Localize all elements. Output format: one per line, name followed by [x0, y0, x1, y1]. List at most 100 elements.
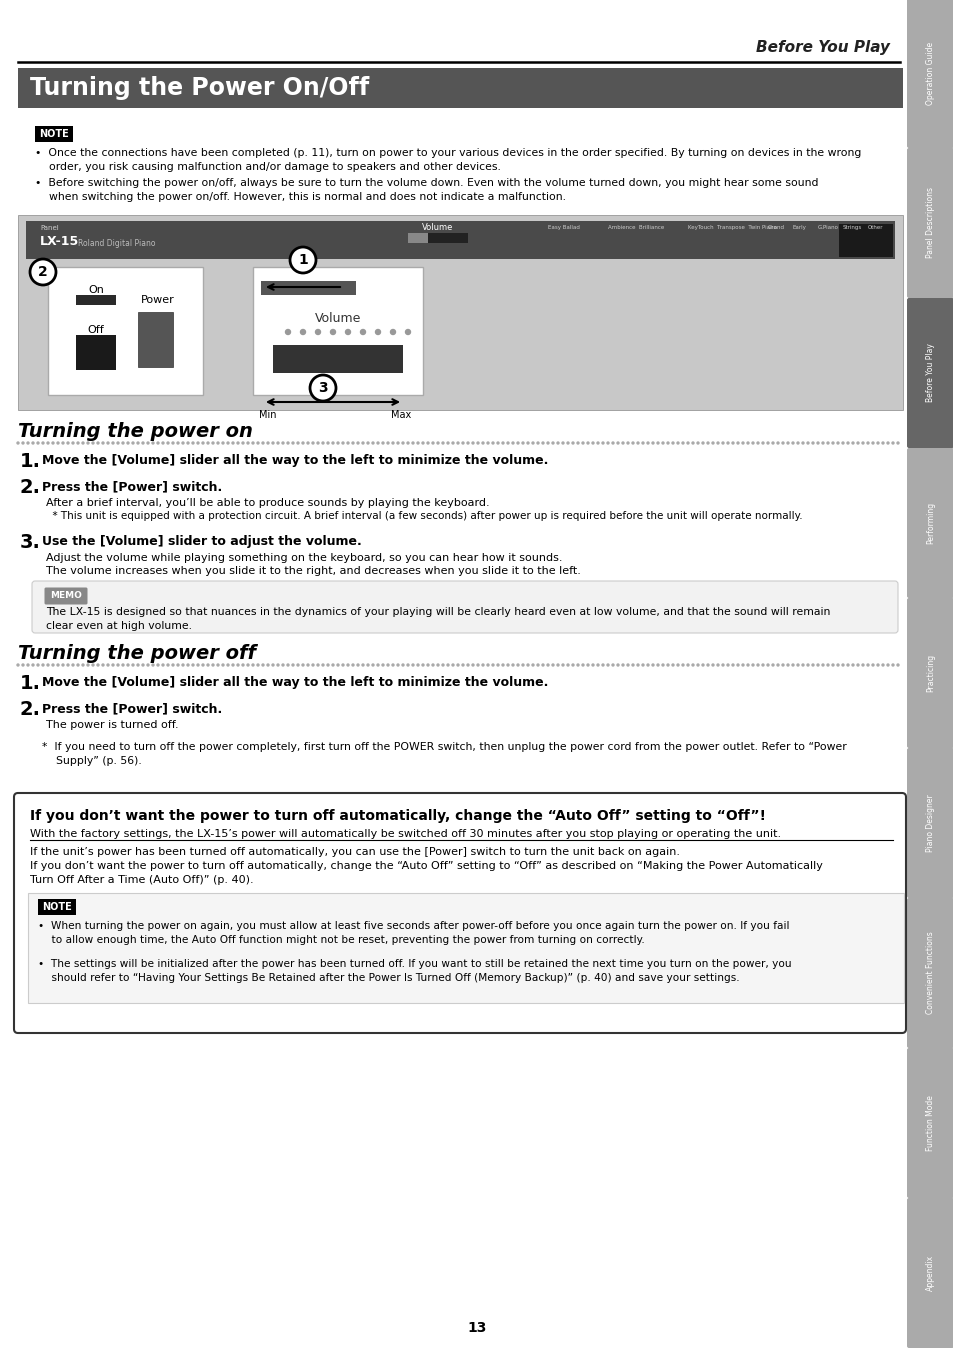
- Text: Press the [Power] switch.: Press the [Power] switch.: [42, 702, 222, 716]
- Circle shape: [267, 441, 269, 444]
- Circle shape: [492, 664, 494, 666]
- Circle shape: [196, 441, 199, 444]
- Circle shape: [831, 664, 833, 666]
- Circle shape: [392, 441, 394, 444]
- Circle shape: [791, 441, 793, 444]
- Circle shape: [71, 441, 74, 444]
- Circle shape: [367, 664, 369, 666]
- Circle shape: [891, 664, 893, 666]
- Circle shape: [631, 441, 634, 444]
- Circle shape: [677, 441, 679, 444]
- Circle shape: [796, 664, 799, 666]
- Circle shape: [432, 664, 434, 666]
- Bar: [76, 335, 116, 370]
- Circle shape: [746, 664, 748, 666]
- Circle shape: [821, 441, 823, 444]
- Circle shape: [416, 664, 418, 666]
- Circle shape: [717, 664, 719, 666]
- Circle shape: [272, 441, 274, 444]
- Text: If you don’t want the power to turn off automatically, change the “Auto Off” set: If you don’t want the power to turn off …: [30, 861, 822, 886]
- Circle shape: [390, 329, 395, 335]
- Text: Convenient Functions: Convenient Functions: [925, 931, 934, 1014]
- Circle shape: [282, 441, 284, 444]
- Circle shape: [347, 664, 349, 666]
- Circle shape: [322, 664, 324, 666]
- Circle shape: [336, 441, 338, 444]
- Circle shape: [586, 441, 588, 444]
- Circle shape: [407, 441, 409, 444]
- Circle shape: [751, 441, 753, 444]
- Circle shape: [651, 664, 654, 666]
- Circle shape: [352, 664, 354, 666]
- Circle shape: [427, 664, 429, 666]
- Circle shape: [606, 664, 608, 666]
- Circle shape: [262, 441, 264, 444]
- Circle shape: [22, 664, 24, 666]
- Circle shape: [256, 664, 258, 666]
- Circle shape: [677, 664, 679, 666]
- Circle shape: [372, 441, 374, 444]
- Text: •  Before switching the power on/off, always be sure to turn the volume down. Ev: • Before switching the power on/off, alw…: [35, 178, 818, 202]
- Circle shape: [345, 329, 350, 335]
- Circle shape: [771, 664, 773, 666]
- Circle shape: [292, 441, 294, 444]
- Circle shape: [307, 441, 309, 444]
- Circle shape: [862, 664, 863, 666]
- Circle shape: [781, 664, 783, 666]
- Text: Grand: Grand: [767, 225, 784, 230]
- Circle shape: [117, 441, 119, 444]
- Circle shape: [127, 664, 129, 666]
- Circle shape: [97, 664, 99, 666]
- Circle shape: [552, 664, 554, 666]
- Circle shape: [67, 441, 69, 444]
- Circle shape: [781, 441, 783, 444]
- Circle shape: [82, 664, 84, 666]
- Circle shape: [521, 664, 523, 666]
- Circle shape: [621, 441, 623, 444]
- Circle shape: [566, 441, 568, 444]
- Circle shape: [826, 441, 828, 444]
- Text: With the factory settings, the LX-15’s power will automatically be switched off : With the factory settings, the LX-15’s p…: [30, 829, 781, 838]
- Circle shape: [606, 441, 608, 444]
- Text: Piano Designer: Piano Designer: [925, 794, 934, 852]
- Circle shape: [62, 664, 64, 666]
- Circle shape: [107, 441, 109, 444]
- Circle shape: [886, 664, 888, 666]
- Circle shape: [612, 441, 614, 444]
- Circle shape: [467, 441, 469, 444]
- Text: 3: 3: [318, 381, 328, 396]
- Circle shape: [242, 441, 244, 444]
- Text: LX-15: LX-15: [40, 235, 79, 248]
- Circle shape: [137, 441, 139, 444]
- FancyBboxPatch shape: [906, 898, 953, 1048]
- Circle shape: [447, 664, 449, 666]
- Circle shape: [577, 441, 578, 444]
- FancyBboxPatch shape: [32, 580, 897, 633]
- Text: Before You Play: Before You Play: [925, 343, 934, 402]
- FancyBboxPatch shape: [45, 587, 88, 605]
- Circle shape: [392, 664, 394, 666]
- Circle shape: [376, 664, 378, 666]
- Circle shape: [811, 664, 813, 666]
- Circle shape: [697, 441, 699, 444]
- Text: The volume increases when you slide it to the right, and decreases when you slid: The volume increases when you slide it t…: [46, 566, 580, 576]
- Text: Panel Descriptions: Panel Descriptions: [925, 188, 934, 258]
- Circle shape: [147, 664, 149, 666]
- Circle shape: [467, 664, 469, 666]
- Text: On: On: [88, 285, 104, 296]
- Circle shape: [886, 441, 888, 444]
- Circle shape: [686, 441, 688, 444]
- Circle shape: [896, 441, 898, 444]
- Circle shape: [310, 375, 335, 401]
- Circle shape: [207, 441, 209, 444]
- Circle shape: [172, 441, 173, 444]
- Circle shape: [481, 664, 483, 666]
- Circle shape: [641, 441, 643, 444]
- Circle shape: [330, 329, 335, 335]
- Circle shape: [691, 664, 693, 666]
- Text: Move the [Volume] slider all the way to the left to minimize the volume.: Move the [Volume] slider all the way to …: [42, 676, 548, 688]
- Text: 2.: 2.: [20, 478, 41, 497]
- Circle shape: [267, 664, 269, 666]
- Circle shape: [157, 441, 159, 444]
- Circle shape: [222, 441, 224, 444]
